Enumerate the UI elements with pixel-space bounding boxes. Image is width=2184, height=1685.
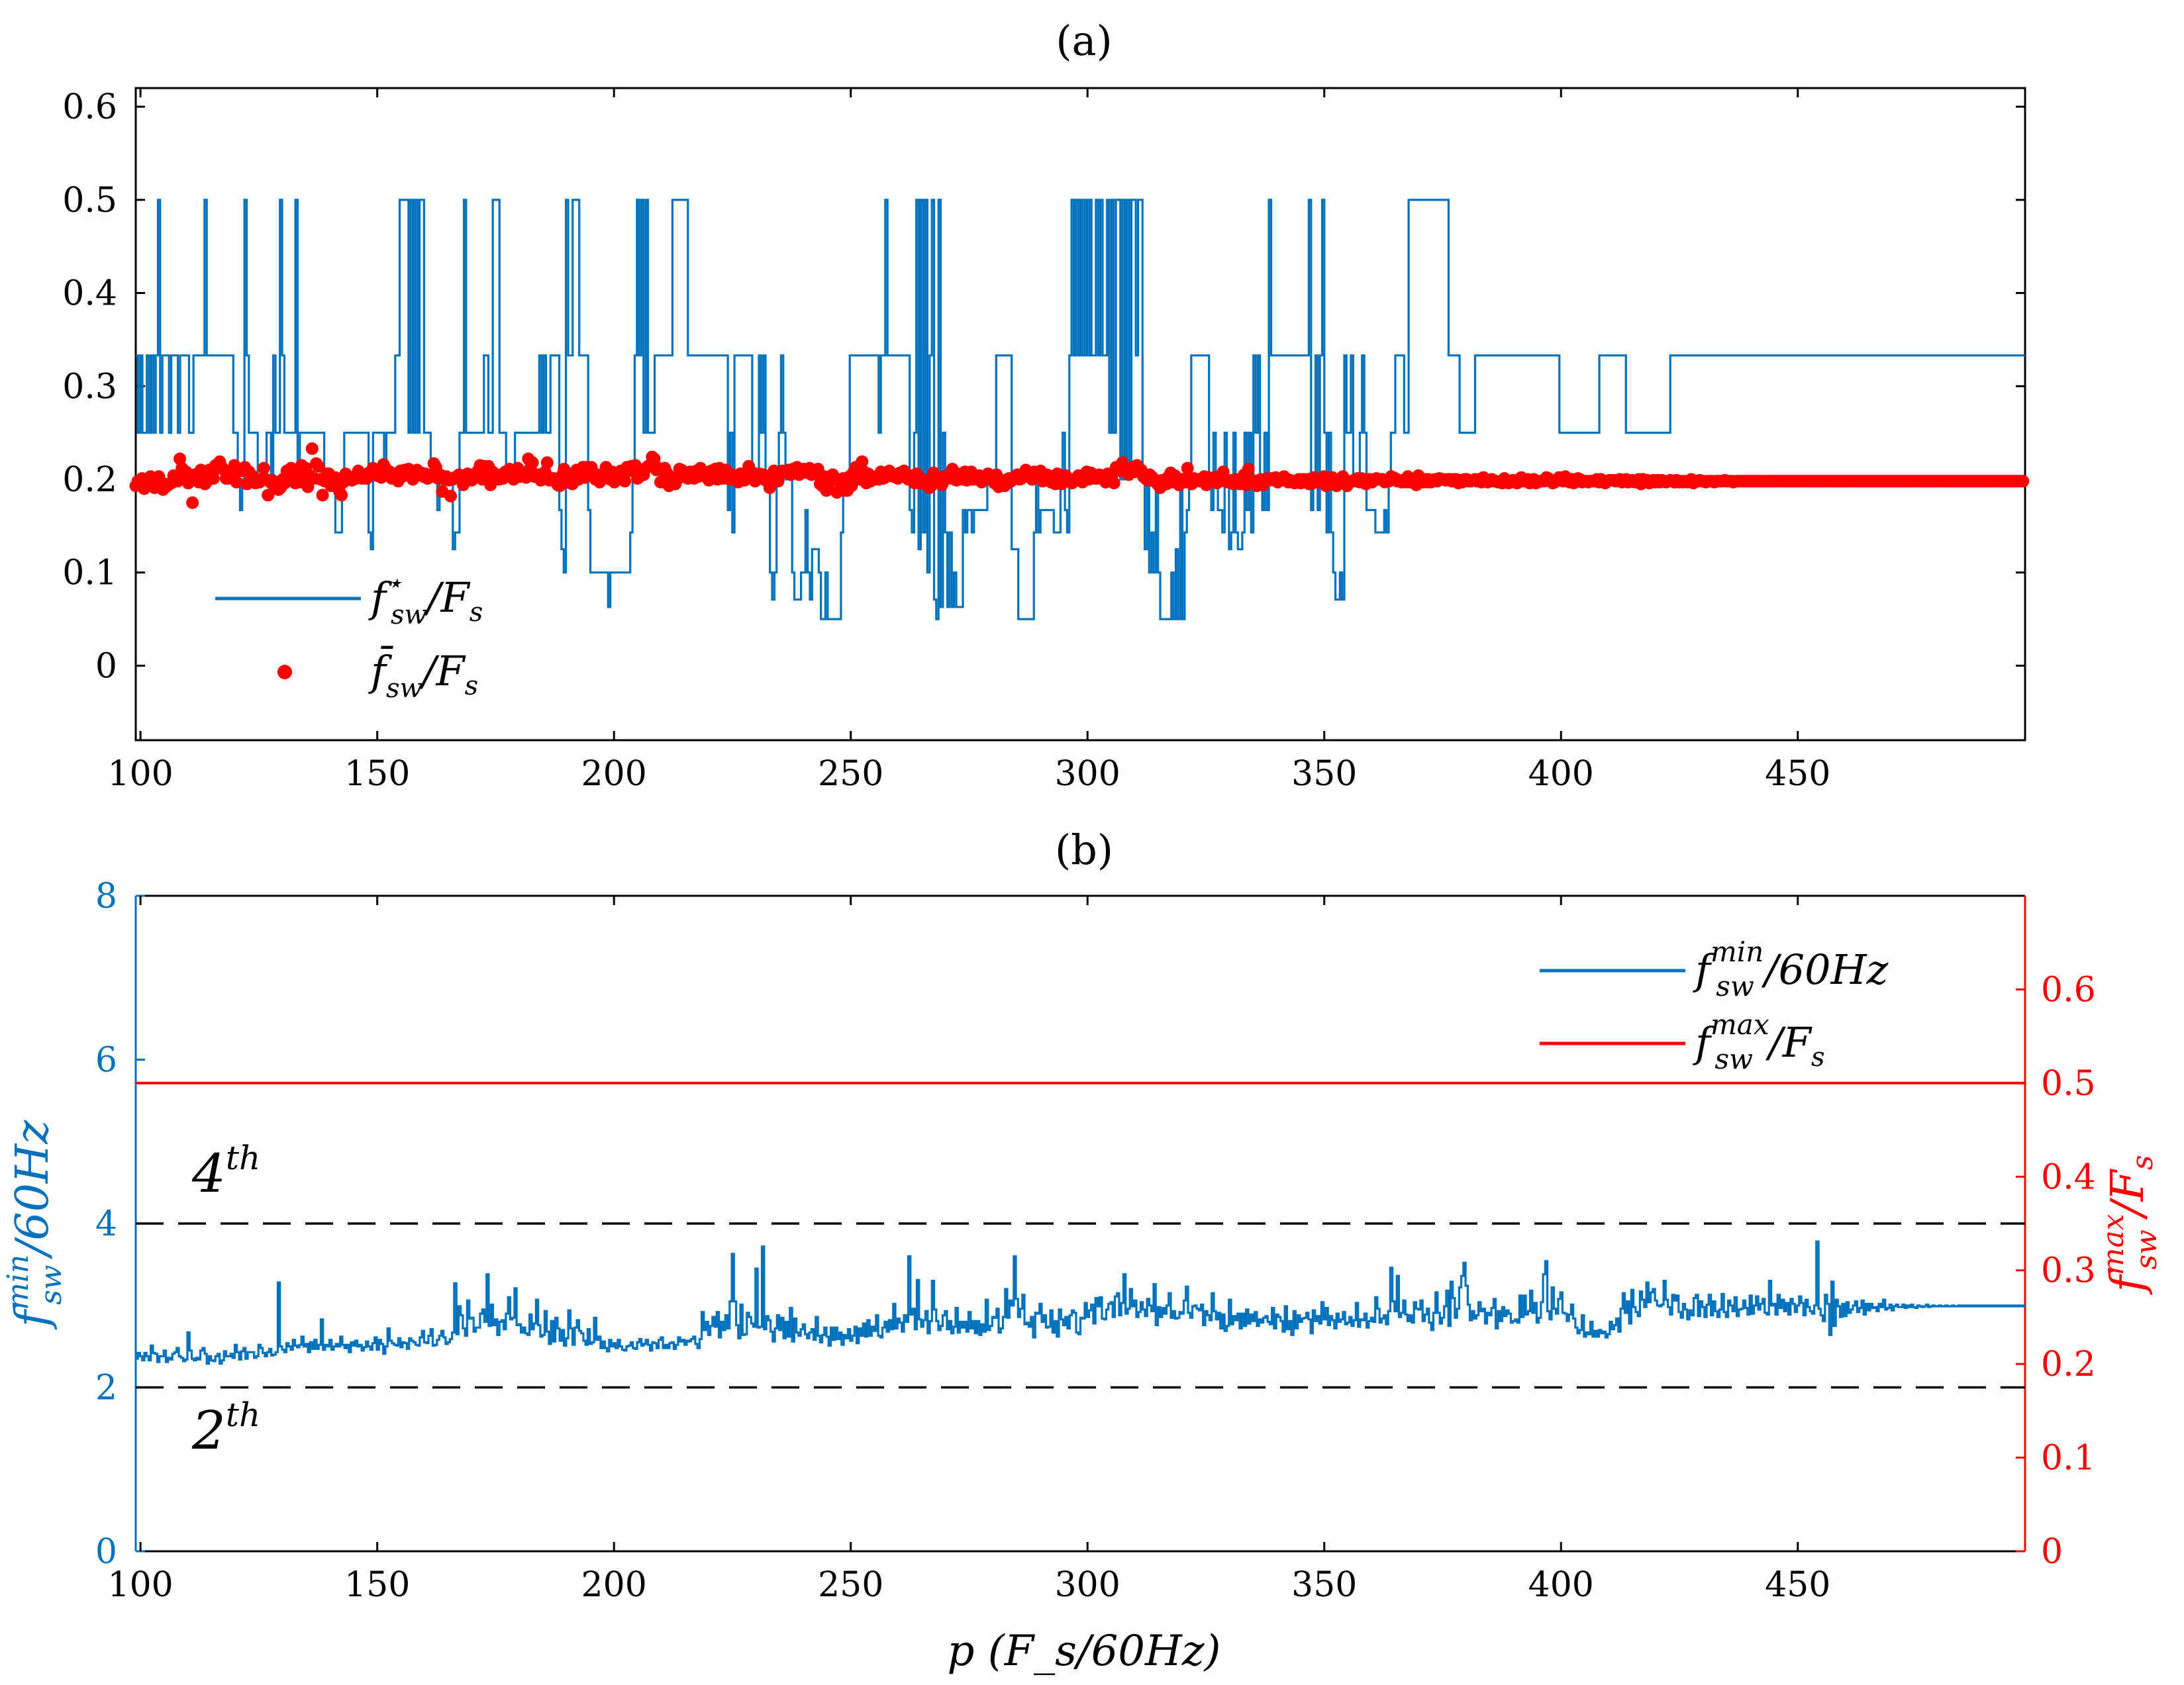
- a-xtick-label-4: 300: [1055, 754, 1120, 794]
- b-xtick-label-5: 350: [1291, 1565, 1357, 1605]
- fbar-point-501: [1181, 461, 1194, 475]
- fbar-point-899: [2016, 475, 2030, 488]
- a-xtick-label-2: 200: [581, 754, 647, 794]
- b-xtick-label-0: 100: [108, 1565, 174, 1605]
- b-right-ytick-label-0: 0: [2041, 1532, 2063, 1572]
- ref-label-2th: 2th: [191, 1396, 260, 1461]
- a-xtick-label-6: 400: [1528, 754, 1594, 794]
- b-right-ytick-label-4: 0.4: [2041, 1157, 2096, 1197]
- fbar-point-27: [186, 496, 199, 509]
- a-ytick-label-4: 0.4: [62, 274, 117, 314]
- b-left-ytick-label-0: 0: [95, 1532, 117, 1572]
- series-fstar-line: [136, 199, 2025, 620]
- panel-b-x-axis: 100 150 200 250 300 350 400 450: [108, 896, 1830, 1605]
- panel-b-left-y-label: fminsw/60Hz: [1, 1120, 68, 1330]
- panel-b-title: (b): [1055, 826, 1113, 874]
- panel-a-x-axis: 100 150 200 250 300 350 400 450: [108, 88, 1830, 794]
- panel-a: (a) 0 0.1 0.2 0.3 0.4 0.5 0.6 100 150 200 250 300 3…: [62, 17, 2030, 794]
- fbar-point-150: [444, 489, 457, 503]
- fbar-point-202: [553, 479, 566, 493]
- a-ytick-label-0: 0: [95, 646, 117, 686]
- a-ytick-label-3: 0.3: [62, 367, 117, 407]
- b-left-ytick-label-1: 2: [95, 1369, 117, 1408]
- fbar-point-48: [230, 475, 243, 489]
- legend-label-fbar: f̄sw/Fs: [368, 646, 478, 704]
- b-right-ytick-label-1: 0.1: [2041, 1439, 2096, 1478]
- a-ytick-label-5: 0.5: [62, 181, 117, 220]
- a-ytick-label-1: 0.1: [62, 554, 117, 593]
- legend-label-fstar: f⋆ sw/Fs: [368, 568, 483, 630]
- b-right-ytick-label-2: 0.2: [2041, 1345, 2096, 1384]
- b-xtick-label-6: 400: [1528, 1565, 1594, 1605]
- a-xtick-label-3: 250: [818, 754, 883, 794]
- series-fmin-line: [136, 1240, 2025, 1365]
- a-ytick-label-2: 0.2: [62, 460, 117, 500]
- fbar-point-410: [990, 468, 1003, 481]
- b-xtick-label-4: 300: [1055, 1565, 1120, 1605]
- panel-a-axes-box: [134, 87, 2026, 742]
- panel-b-left-y-axis: 0 2 4 6 8: [95, 877, 145, 1572]
- fbar-point-346: [856, 455, 869, 468]
- a-xtick-label-1: 150: [344, 754, 410, 794]
- legend-label-fmax: fmax sw/Fs: [1693, 1008, 1824, 1075]
- fbar-point-84: [305, 442, 319, 456]
- fbar-point-87: [312, 459, 325, 473]
- b-left-ytick-label-4: 8: [95, 877, 117, 916]
- b-xtick-label-2: 200: [581, 1565, 647, 1605]
- b-xtick-label-7: 450: [1765, 1565, 1830, 1605]
- fbar-point-98: [335, 489, 348, 502]
- panel-b: (b) 0 2 4 6 8 0 0.1 0.2 0.3 0.4 0.5 0.6 100 150 200 2…: [1, 826, 2163, 1676]
- b-right-ytick-label-3: 0.3: [2041, 1251, 2096, 1291]
- a-xtick-label-7: 450: [1765, 754, 1830, 794]
- b-xtick-label-3: 250: [818, 1565, 883, 1605]
- panel-a-title: (a): [1056, 17, 1112, 65]
- panel-b-right-y-label: fmaxsw/Fs: [2097, 1155, 2163, 1296]
- b-right-ytick-label-5: 0.5: [2041, 1064, 2096, 1104]
- fbar-point-530: [1242, 463, 1255, 475]
- panel-a-legend: f⋆ sw/Fs f̄sw/Fs: [215, 568, 483, 704]
- fbar-point-89: [316, 489, 329, 502]
- fbar-point-189: [526, 456, 539, 469]
- a-ytick-label-6: 0.6: [62, 87, 117, 127]
- fbar-point-466: [1107, 477, 1120, 490]
- panel-b-legend: fmin sw/60Hz fmax sw/Fs: [1540, 936, 1889, 1075]
- a-xtick-label-0: 100: [108, 754, 174, 794]
- b-right-ytick-label-6: 0.6: [2041, 970, 2096, 1010]
- b-left-ytick-label-3: 6: [95, 1041, 117, 1081]
- b-left-ytick-label-2: 4: [95, 1204, 117, 1244]
- legend-label-fmin: fmin sw/60Hz: [1693, 936, 1889, 1002]
- legend-swatch-fbar: [277, 665, 292, 679]
- fbar-point-233: [619, 475, 632, 488]
- panel-a-y-axis: 0 0.1 0.2 0.3 0.4 0.5 0.6: [62, 87, 2025, 686]
- b-xtick-label-1: 150: [344, 1565, 410, 1605]
- fbar-point-37: [207, 472, 220, 485]
- panel-b-plot-area: [136, 1081, 2025, 1389]
- panel-b-x-label: p (F_s/60Hz): [947, 1627, 1220, 1676]
- ref-label-4th: 4th: [191, 1139, 260, 1204]
- fbar-point-61: [257, 461, 270, 475]
- panel-a-plot-area: [129, 199, 2030, 620]
- panel-b-right-y-axis: 0 0.1 0.2 0.3 0.4 0.5 0.6: [2016, 970, 2096, 1572]
- a-xtick-label-5: 350: [1291, 754, 1357, 794]
- fbar-point-196: [540, 456, 554, 469]
- series-fbar-markers: [129, 442, 2030, 509]
